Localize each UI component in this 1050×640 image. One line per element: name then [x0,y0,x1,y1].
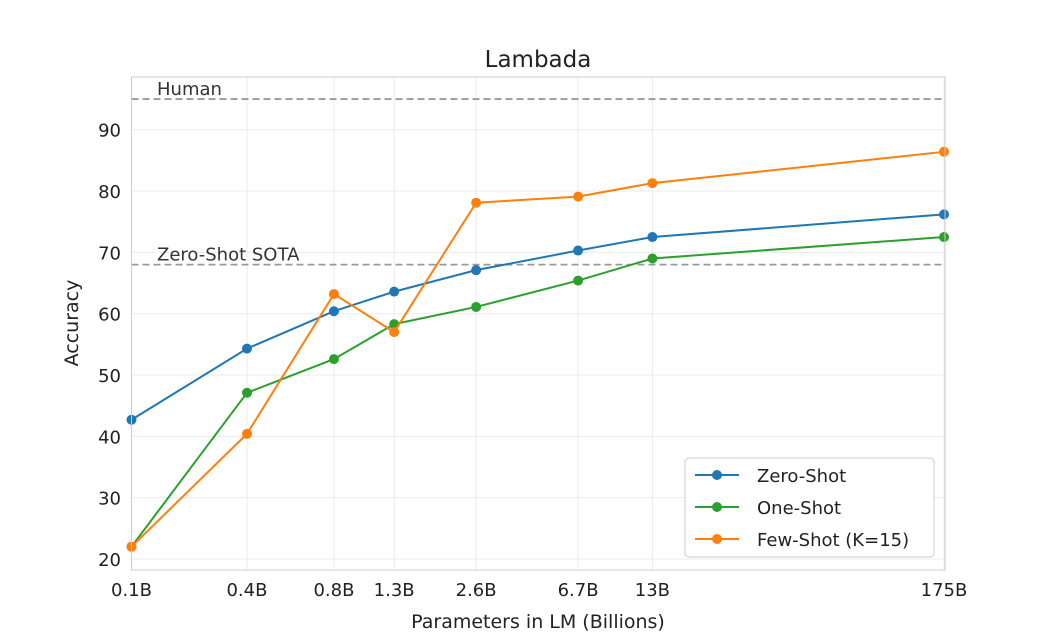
x-tick-label: 6.7B [558,580,599,601]
x-tick-label: 0.4B [226,580,267,601]
legend-marker [712,470,722,480]
data-point [328,289,339,300]
data-point [939,146,949,157]
y-tick-label: 80 [98,182,121,203]
data-point [647,232,658,243]
data-point [389,327,400,338]
reference-line-label: Zero-Shot SOTA [157,245,300,266]
reference-line-label: Human [157,79,222,100]
data-point [471,265,482,276]
legend-label: Few-Shot (K=15) [757,530,909,551]
series-line [130,236,945,548]
y-tick-labels: 20 30 40 50 60 70 80 90 [98,121,121,571]
data-point [241,387,252,398]
data-point [328,306,339,317]
data-point [241,343,252,354]
x-tick-label: 13B [635,580,670,601]
legend-label: One-Shot [757,498,841,519]
x-tick-label: 1.3B [374,580,415,601]
data-point [939,232,949,243]
x-tick-label: 0.8B [313,580,354,601]
y-tick-label: 20 [98,550,121,571]
data-point [573,191,584,202]
data-point [471,301,482,312]
data-point [328,354,339,365]
data-point [647,253,658,264]
y-tick-label: 50 [98,366,121,387]
y-axis-label: Accuracy [61,280,83,367]
data-point [573,245,584,256]
x-tick-label: 175B [921,580,968,601]
series-line [130,150,945,548]
legend-box [684,457,935,558]
legend: Zero-Shot One-Shot Few-Shot (K=15) [684,457,935,558]
series-group [126,146,949,552]
legend-marker [712,502,722,512]
legend-marker [712,534,722,544]
data-point [241,428,252,439]
series-line [130,213,945,421]
data-point [647,178,658,189]
x-axis-label: Parameters in LM (Billions) [411,611,665,633]
data-point [389,286,400,297]
reference-lines: Human Zero-Shot SOTA [131,79,944,266]
chart-title: Lambada [485,47,592,73]
y-tick-label: 30 [98,489,121,510]
y-tick-label: 60 [98,305,121,326]
x-tick-labels: 0.1B 0.4B 0.8B 1.3B 2.6B 6.7B 13B 175B [111,580,967,601]
x-tick-label: 0.1B [111,580,152,601]
y-tick-label: 90 [98,121,121,142]
data-point [471,197,482,208]
y-tick-label: 70 [98,243,121,264]
legend-label: Zero-Shot [757,466,846,487]
x-tick-label: 2.6B [456,580,497,601]
data-point [573,275,584,286]
plot-frame [131,76,946,571]
y-tick-label: 40 [98,427,121,448]
data-point [939,209,949,220]
